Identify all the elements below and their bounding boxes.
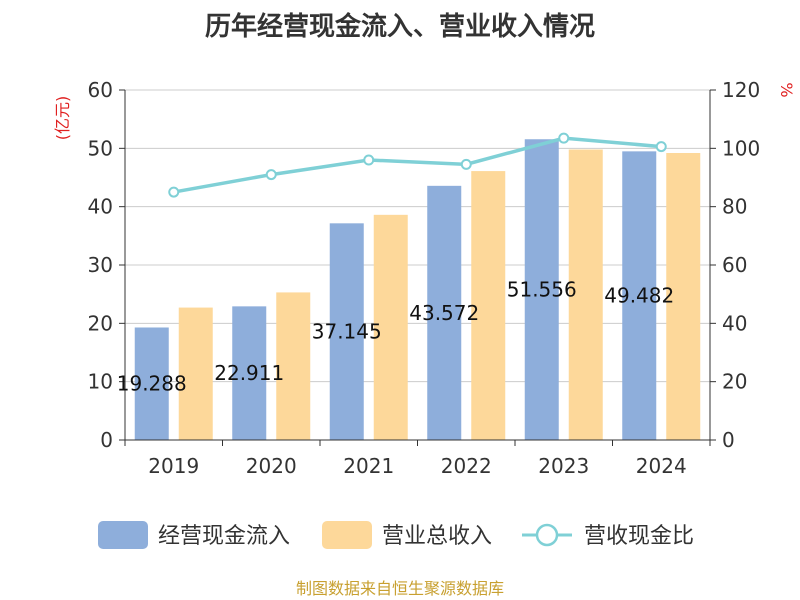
gridlines — [125, 89, 710, 383]
y-left-tick-label: 50 — [88, 136, 113, 160]
bar-revenue — [666, 153, 701, 440]
legend-label-cash: 经营现金流入 — [158, 524, 290, 549]
bar-cash — [329, 223, 364, 440]
legend-marker-ratio — [535, 523, 559, 547]
source-note: 制图数据来自恒生聚源数据库 — [296, 579, 504, 598]
legend-swatch-cash — [98, 521, 148, 549]
x-tick-label: 2024 — [636, 454, 687, 478]
ratio-point — [460, 158, 472, 170]
y-right-tick-label: 40 — [722, 311, 747, 335]
x-tick-label: 2023 — [538, 454, 589, 478]
y-left-tick-label: 10 — [88, 370, 113, 394]
bar-value-label: 22.911 — [214, 361, 284, 385]
bar-value-label: 43.572 — [409, 301, 479, 325]
ratio-point — [655, 141, 667, 153]
ratio-line — [173, 136, 662, 194]
data-labels: 19.288 22.911 37.145 43.572 51.556 49.482 — [117, 278, 674, 396]
x-tick-label: 2022 — [441, 454, 492, 478]
bar-revenue — [276, 292, 311, 440]
bar-revenue — [471, 171, 506, 441]
axes: 0 10 20 30 40 50 60 0 20 40 60 80 100 120 2019 2020 2021… — [88, 78, 761, 478]
bar-revenue — [568, 149, 603, 440]
legend-swatch-revenue — [322, 521, 372, 549]
x-tick-label: 2021 — [343, 454, 394, 478]
bar-cash — [622, 151, 657, 441]
legend-label-revenue: 营业总收入 — [382, 524, 492, 549]
ratio-point — [265, 169, 277, 181]
chart-title: 历年经营现金流入、营业收入情况 — [204, 12, 595, 42]
ratio-point — [558, 132, 570, 144]
y-right-tick-label: 20 — [722, 370, 747, 394]
ratio-point — [168, 186, 180, 198]
bar-cash — [427, 185, 462, 440]
y-left-tick-label: 30 — [88, 253, 113, 277]
y-right-unit-label: % — [777, 82, 796, 97]
y-left-tick-label: 20 — [88, 311, 113, 335]
y-right-tick-label: 0 — [722, 428, 735, 452]
legend: 经营现金流入 营业总收入 营收现金比 — [98, 521, 694, 549]
legend-label-ratio: 营收现金比 — [584, 524, 694, 549]
bar-series — [134, 139, 701, 441]
ratio-point — [363, 154, 375, 166]
x-tick-label: 2019 — [148, 454, 199, 478]
bar-value-label: 49.482 — [604, 284, 674, 308]
y-left-unit-label: (亿元) — [53, 96, 72, 141]
y-left-tick-label: 60 — [88, 78, 113, 102]
y-left-tick-label: 0 — [100, 428, 113, 452]
x-tick-label: 2020 — [246, 454, 297, 478]
y-left-tick-label: 40 — [88, 195, 113, 219]
bar-cash — [134, 327, 169, 440]
bar-value-label: 51.556 — [507, 278, 577, 302]
line-series — [168, 132, 667, 198]
bar-value-label: 19.288 — [117, 372, 187, 396]
bar-value-label: 37.145 — [312, 320, 382, 344]
bar-revenue — [178, 307, 213, 440]
bar-cash — [524, 139, 559, 441]
y-right-tick-label: 100 — [722, 136, 760, 160]
y-right-tick-label: 80 — [722, 195, 747, 219]
bar-revenue — [373, 214, 408, 440]
y-right-tick-label: 120 — [722, 78, 760, 102]
y-right-tick-label: 60 — [722, 253, 747, 277]
bar-cash — [232, 306, 267, 440]
